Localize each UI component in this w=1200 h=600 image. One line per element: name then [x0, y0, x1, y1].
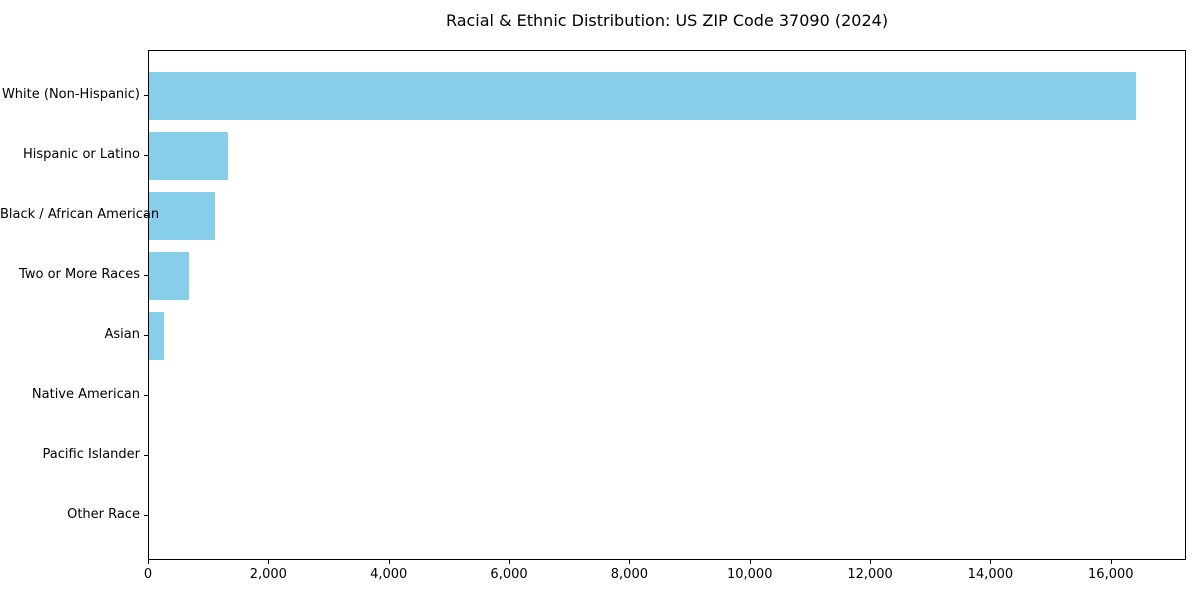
y-axis-label: Black / African American: [0, 207, 160, 222]
y-axis-label: Hispanic or Latino: [22, 147, 140, 162]
y-tick-mark: [144, 215, 148, 216]
y-tick-mark: [144, 395, 148, 396]
x-tick-label: 16,000: [1088, 567, 1134, 582]
x-tick-label: 6,000: [490, 567, 528, 582]
bar: [149, 132, 228, 180]
x-tick-label: 12,000: [847, 567, 893, 582]
y-axis-label: Other Race: [67, 507, 140, 522]
x-tick-mark: [990, 560, 992, 564]
x-tick-label: 0: [143, 567, 153, 582]
x-tick-mark: [148, 560, 149, 564]
y-axis-label: Asian: [104, 327, 140, 342]
x-tick-label: 8,000: [610, 567, 648, 582]
chart-title: Racial & Ethnic Distribution: US ZIP Cod…: [445, 11, 889, 30]
x-tick-label: 4,000: [370, 567, 408, 582]
bar: [149, 72, 1136, 120]
x-tick-mark: [509, 560, 511, 564]
y-axis-label: Native American: [31, 387, 140, 402]
x-tick-label: 10,000: [726, 567, 773, 582]
x-tick-mark: [268, 560, 270, 564]
x-tick-mark: [629, 560, 631, 564]
y-axis-label: White (Non-Hispanic): [1, 87, 140, 102]
bar: [149, 252, 189, 300]
y-tick-mark: [144, 155, 148, 156]
y-axis-label: Pacific Islander: [42, 447, 140, 462]
bar: [149, 312, 165, 360]
x-tick-mark: [870, 560, 872, 564]
x-tick-mark: [388, 560, 390, 564]
y-tick-mark: [144, 275, 148, 276]
x-tick-mark: [749, 560, 751, 564]
y-tick-mark: [144, 515, 148, 516]
x-tick-mark: [1110, 560, 1112, 564]
y-axis-label: Two or More Races: [19, 267, 140, 282]
plot-area: [148, 50, 1186, 560]
x-tick-label: 14,000: [967, 567, 1014, 582]
x-tick-label: 2,000: [249, 567, 287, 582]
bar: [149, 192, 215, 240]
y-tick-mark: [144, 95, 148, 96]
y-tick-mark: [144, 455, 148, 456]
y-tick-mark: [144, 335, 148, 336]
